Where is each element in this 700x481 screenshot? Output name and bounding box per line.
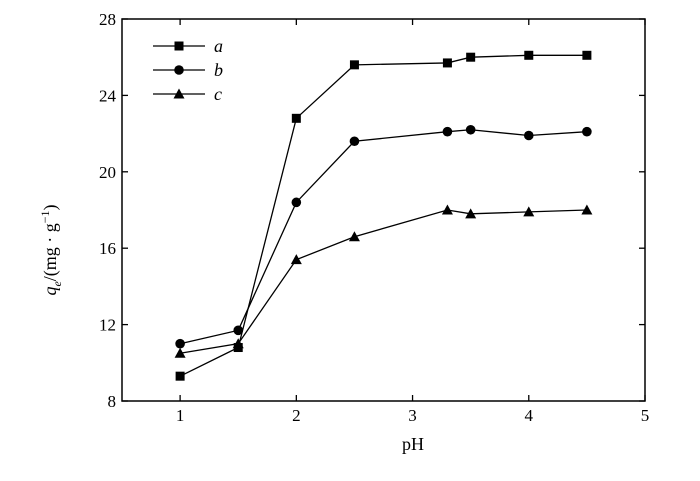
series-c-point xyxy=(465,208,477,219)
legend-label-b: b xyxy=(214,60,223,80)
series-b-point xyxy=(465,124,476,135)
legend-marker-b xyxy=(174,65,184,75)
series-c-point xyxy=(174,347,186,358)
series-a-point xyxy=(524,50,534,60)
y-axis-label-sup: −1 xyxy=(38,210,52,223)
series-c-point xyxy=(581,204,593,215)
y-tick-label: 12 xyxy=(99,316,116,335)
series-b xyxy=(175,124,592,349)
x-axis-label: pH xyxy=(402,434,424,454)
y-axis-label-sub: e xyxy=(50,281,64,287)
axes xyxy=(121,18,646,402)
x-tick-label: 2 xyxy=(292,406,301,425)
series-c-point xyxy=(290,254,302,265)
series-a-point xyxy=(466,52,476,62)
plot-frame xyxy=(121,18,646,402)
y-tick-label: 16 xyxy=(99,239,116,258)
series-a-point xyxy=(175,371,185,381)
y-axis-label-rest: /(mg · g xyxy=(40,223,61,281)
legend-label-a: a xyxy=(214,36,223,56)
y-tick-label: 28 xyxy=(99,10,116,29)
y-tick-label: 20 xyxy=(99,163,116,182)
series-b-point xyxy=(349,136,360,147)
series-layer xyxy=(174,50,593,381)
series-b-point xyxy=(291,197,302,208)
x-tick-label: 3 xyxy=(408,406,417,425)
series-a-point xyxy=(582,50,592,60)
legend-marker-c xyxy=(173,88,185,99)
series-b-point xyxy=(442,126,453,137)
x-tick-label: 1 xyxy=(176,406,185,425)
series-b-point xyxy=(523,130,534,141)
series-c-point xyxy=(348,231,360,242)
y-axis-label: qe/(mg · g−1) xyxy=(38,204,64,295)
x-tick-label: 4 xyxy=(525,406,534,425)
series-c-point xyxy=(232,338,244,349)
y-axis-label-close: ) xyxy=(40,204,61,210)
series-a-point xyxy=(291,113,301,123)
series-c-point xyxy=(523,206,535,217)
legend: abc xyxy=(153,36,223,104)
series-b-point xyxy=(582,126,592,137)
series-c-line xyxy=(180,209,587,354)
series-c xyxy=(174,204,593,358)
series-a-point xyxy=(442,58,452,68)
series-b-point xyxy=(175,338,185,349)
legend-marker-a xyxy=(174,41,184,51)
series-b-line xyxy=(179,129,587,345)
series-b-point xyxy=(233,325,244,336)
series-a-point xyxy=(349,60,359,70)
y-tick-label: 24 xyxy=(99,86,117,105)
x-tick-label: 5 xyxy=(641,406,650,425)
series-c-point xyxy=(441,204,453,215)
legend-label-c: c xyxy=(214,84,222,104)
y-tick-label: 8 xyxy=(108,392,117,411)
y-axis-label-q: q xyxy=(40,287,60,296)
